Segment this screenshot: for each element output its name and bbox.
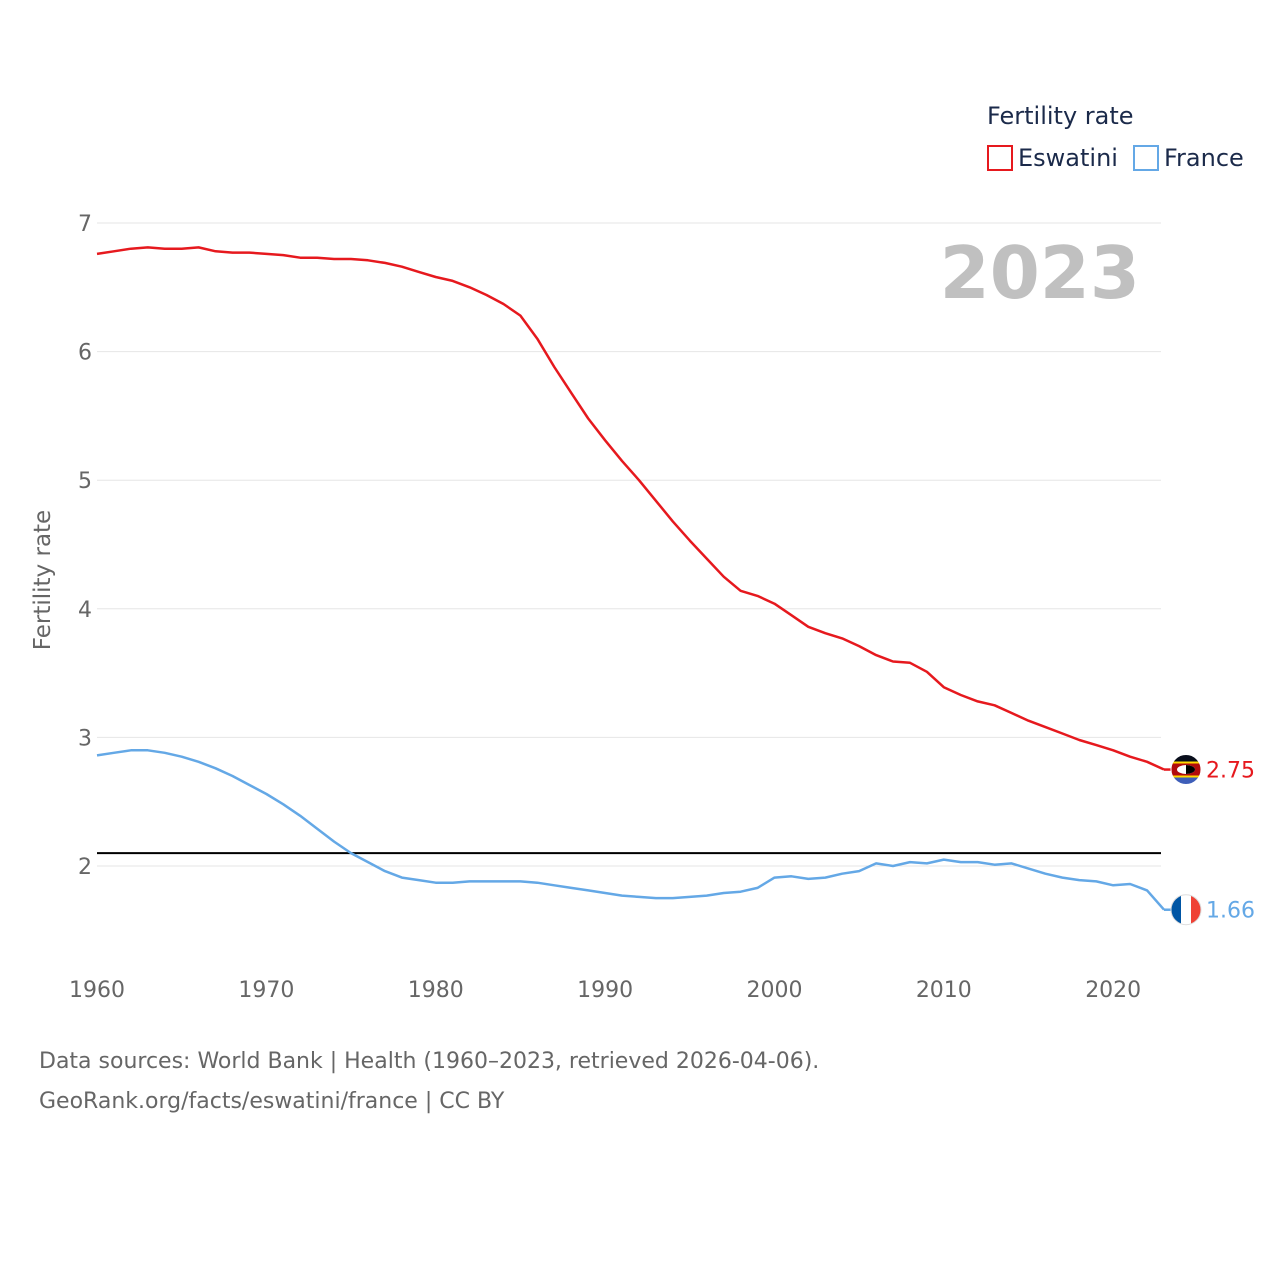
gridlines xyxy=(97,222,1161,867)
series-line-france xyxy=(96,749,1165,911)
eswatini-end-marker: 2.75 xyxy=(1170,754,1255,785)
series-lines xyxy=(96,246,1176,911)
legend-swatch xyxy=(1133,145,1159,171)
source-line-1: Data sources: World Bank | Health (1960–… xyxy=(39,1049,819,1074)
x-tick-label: 2010 xyxy=(916,978,972,1003)
y-axis-ticks: 2 3 4 5 6 7 xyxy=(78,212,92,880)
legend-label: France xyxy=(1164,144,1244,172)
legend: Fertility rate Eswatini France xyxy=(987,102,1244,172)
legend-item-france[interactable]: France xyxy=(1133,144,1244,172)
x-tick-label: 1990 xyxy=(577,978,633,1003)
x-tick-label: 1980 xyxy=(408,978,464,1003)
eswatini-end-value: 2.75 xyxy=(1206,759,1255,784)
series-line-eswatini xyxy=(96,246,1165,771)
france-end-value: 1.66 xyxy=(1206,899,1255,924)
legend-label: Eswatini xyxy=(1018,144,1118,172)
source-line-2[interactable]: GeoRank.org/facts/eswatini/france | CC B… xyxy=(39,1089,505,1114)
y-tick-label: 4 xyxy=(78,598,92,623)
y-tick-label: 5 xyxy=(78,469,92,494)
y-tick-label: 2 xyxy=(78,855,92,880)
legend-swatch xyxy=(987,145,1013,171)
y-tick-label: 3 xyxy=(78,726,92,751)
y-axis-label: Fertility rate xyxy=(30,510,56,650)
legend-item-eswatini[interactable]: Eswatini xyxy=(987,144,1118,172)
year-watermark: 2023 xyxy=(940,231,1140,315)
x-tick-label: 1960 xyxy=(69,978,125,1003)
eswatini-flag-icon xyxy=(1170,754,1202,785)
y-tick-label: 6 xyxy=(78,341,92,366)
y-tick-label: 7 xyxy=(78,212,92,237)
x-axis-ticks: 1960 1970 1980 1990 2000 2010 2020 xyxy=(69,978,1141,1003)
france-flag-icon xyxy=(1170,894,1202,926)
france-end-marker: 1.66 xyxy=(1170,894,1255,926)
x-tick-label: 2020 xyxy=(1085,978,1141,1003)
legend-title: Fertility rate xyxy=(987,102,1134,130)
x-tick-label: 1970 xyxy=(238,978,294,1003)
x-tick-label: 2000 xyxy=(746,978,802,1003)
